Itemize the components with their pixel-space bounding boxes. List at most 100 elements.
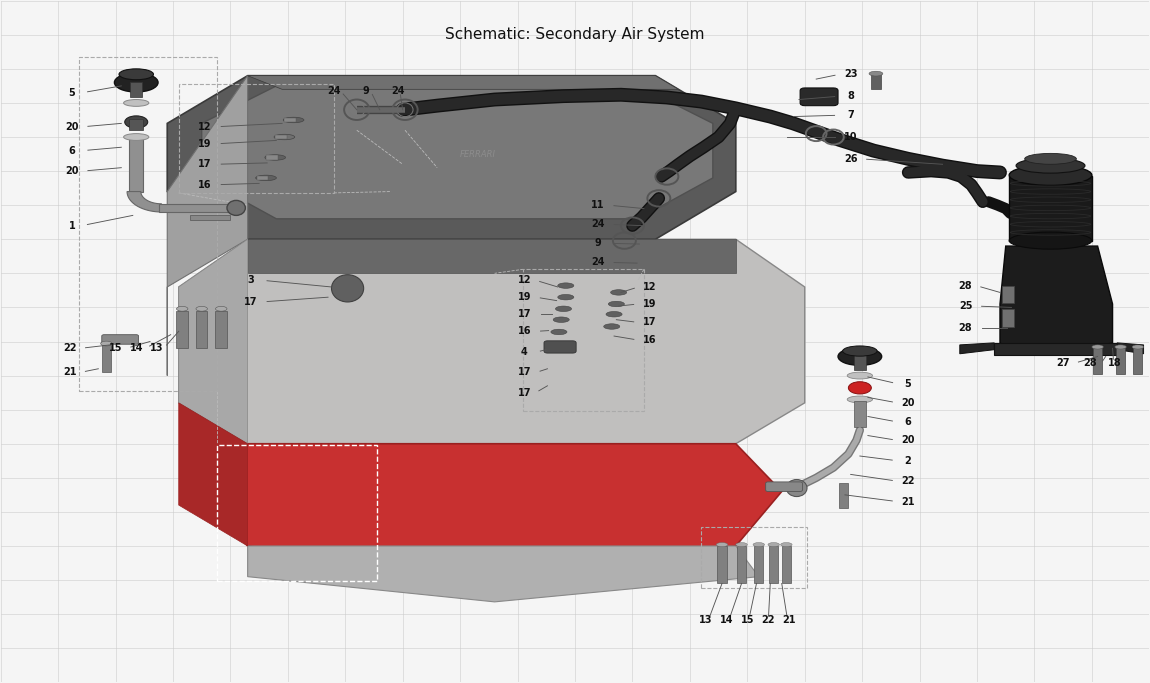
Ellipse shape bbox=[1025, 154, 1076, 165]
Ellipse shape bbox=[736, 542, 748, 546]
Ellipse shape bbox=[1114, 345, 1126, 349]
Text: 24: 24 bbox=[391, 85, 405, 96]
Text: 16: 16 bbox=[518, 326, 531, 336]
Text: 26: 26 bbox=[844, 154, 858, 164]
Bar bbox=[754, 546, 764, 583]
Bar bbox=[1133, 348, 1142, 374]
Polygon shape bbox=[960, 343, 995, 354]
Text: 22: 22 bbox=[761, 615, 775, 624]
Text: 10: 10 bbox=[844, 132, 858, 142]
FancyBboxPatch shape bbox=[544, 341, 576, 353]
Ellipse shape bbox=[611, 290, 627, 295]
Text: 21: 21 bbox=[782, 615, 796, 624]
Text: 21: 21 bbox=[63, 367, 76, 377]
Text: Schematic: Secondary Air System: Schematic: Secondary Air System bbox=[445, 27, 705, 42]
Ellipse shape bbox=[558, 294, 574, 300]
Text: 3: 3 bbox=[247, 275, 254, 285]
Ellipse shape bbox=[274, 135, 294, 140]
Text: 24: 24 bbox=[591, 257, 605, 268]
Text: 6: 6 bbox=[905, 417, 912, 427]
Ellipse shape bbox=[100, 342, 112, 346]
Ellipse shape bbox=[123, 100, 148, 107]
Ellipse shape bbox=[331, 275, 363, 302]
Ellipse shape bbox=[553, 317, 569, 322]
Text: 24: 24 bbox=[591, 219, 605, 229]
Text: 17: 17 bbox=[518, 388, 531, 398]
Text: 20: 20 bbox=[66, 166, 78, 176]
Polygon shape bbox=[1117, 343, 1143, 354]
Ellipse shape bbox=[551, 329, 567, 335]
Bar bbox=[196, 311, 207, 348]
Text: 20: 20 bbox=[66, 122, 78, 132]
Polygon shape bbox=[190, 215, 230, 220]
Ellipse shape bbox=[549, 342, 565, 347]
Bar bbox=[854, 355, 866, 370]
Ellipse shape bbox=[787, 479, 807, 497]
Ellipse shape bbox=[608, 301, 624, 307]
Text: 8: 8 bbox=[848, 91, 854, 101]
Bar bbox=[256, 176, 268, 180]
Text: 9: 9 bbox=[595, 238, 601, 249]
Bar bbox=[79, 57, 216, 391]
Text: 28: 28 bbox=[959, 323, 973, 333]
Bar bbox=[718, 546, 727, 583]
Text: 21: 21 bbox=[902, 497, 915, 507]
Bar bbox=[1003, 285, 1014, 303]
Bar bbox=[1010, 176, 1091, 240]
Polygon shape bbox=[201, 444, 782, 576]
Ellipse shape bbox=[716, 542, 728, 546]
Ellipse shape bbox=[1010, 232, 1091, 249]
Text: 20: 20 bbox=[902, 435, 915, 445]
Ellipse shape bbox=[227, 200, 245, 215]
Bar bbox=[159, 204, 233, 212]
Ellipse shape bbox=[838, 348, 882, 365]
Ellipse shape bbox=[1132, 345, 1143, 349]
Polygon shape bbox=[1000, 246, 1112, 348]
Text: 16: 16 bbox=[643, 335, 657, 345]
Ellipse shape bbox=[604, 324, 620, 329]
FancyBboxPatch shape bbox=[101, 335, 138, 344]
Bar bbox=[854, 401, 866, 427]
Text: 17: 17 bbox=[518, 367, 531, 377]
Ellipse shape bbox=[1010, 165, 1091, 185]
Text: 18: 18 bbox=[1109, 359, 1121, 368]
Text: 27: 27 bbox=[1057, 359, 1070, 368]
Bar bbox=[840, 483, 849, 509]
Ellipse shape bbox=[843, 346, 877, 356]
Text: 12: 12 bbox=[643, 282, 657, 292]
Polygon shape bbox=[178, 239, 247, 444]
Bar bbox=[129, 120, 143, 130]
Polygon shape bbox=[126, 191, 161, 212]
Ellipse shape bbox=[606, 311, 622, 317]
Bar bbox=[1116, 348, 1125, 374]
Text: 15: 15 bbox=[741, 615, 754, 624]
Bar bbox=[782, 546, 791, 583]
Text: 6: 6 bbox=[69, 145, 75, 156]
Text: 19: 19 bbox=[199, 139, 212, 149]
Text: 5: 5 bbox=[905, 379, 912, 389]
Polygon shape bbox=[167, 76, 247, 376]
Ellipse shape bbox=[255, 175, 276, 180]
Polygon shape bbox=[995, 343, 1117, 355]
Text: 13: 13 bbox=[699, 615, 713, 624]
Text: 23: 23 bbox=[844, 69, 858, 79]
FancyBboxPatch shape bbox=[766, 482, 803, 492]
Ellipse shape bbox=[114, 73, 158, 92]
Ellipse shape bbox=[176, 307, 187, 311]
Text: 22: 22 bbox=[63, 344, 76, 353]
Bar bbox=[130, 83, 141, 98]
Text: 17: 17 bbox=[199, 159, 212, 169]
Bar bbox=[266, 156, 277, 160]
Text: 4: 4 bbox=[521, 347, 528, 357]
Text: 17: 17 bbox=[518, 309, 531, 319]
Bar bbox=[215, 311, 227, 348]
Ellipse shape bbox=[1091, 345, 1103, 349]
Ellipse shape bbox=[848, 396, 873, 403]
Text: 14: 14 bbox=[130, 344, 143, 353]
Polygon shape bbox=[247, 546, 759, 602]
Bar bbox=[178, 84, 334, 193]
Ellipse shape bbox=[869, 71, 883, 76]
Bar bbox=[1003, 309, 1014, 326]
Ellipse shape bbox=[1017, 158, 1084, 173]
Ellipse shape bbox=[781, 542, 792, 546]
